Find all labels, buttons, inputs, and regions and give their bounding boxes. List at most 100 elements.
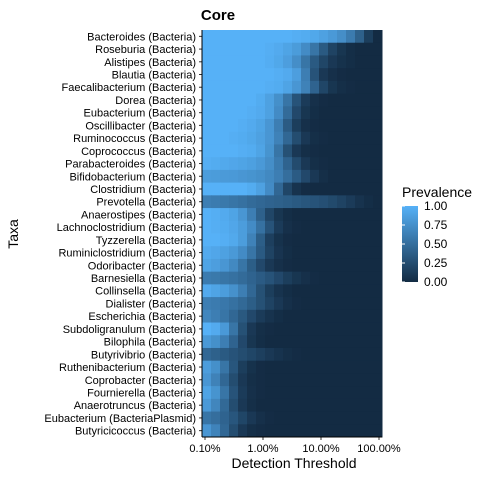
heatmap-cell bbox=[346, 169, 356, 184]
heatmap-cell bbox=[229, 373, 239, 387]
y-tick-label: Bacteroides (Bacteria) bbox=[87, 31, 196, 43]
heatmap-cell bbox=[211, 246, 221, 260]
heatmap-cell bbox=[211, 131, 221, 145]
heatmap-cell bbox=[355, 157, 365, 171]
heatmap-cell bbox=[274, 208, 284, 222]
heatmap-cell bbox=[301, 119, 311, 133]
heatmap-cell bbox=[283, 195, 293, 209]
y-tick-label: Coprobacter (Bacteria) bbox=[85, 375, 196, 387]
heatmap-cell bbox=[301, 347, 311, 362]
heatmap-cell bbox=[355, 93, 365, 107]
heatmap-cell bbox=[364, 398, 374, 413]
heatmap-cell bbox=[292, 398, 302, 413]
heatmap-cell bbox=[211, 195, 221, 209]
heatmap-cell bbox=[256, 233, 266, 247]
heatmap-cell bbox=[373, 360, 383, 374]
heatmap-cell bbox=[229, 297, 239, 311]
heatmap-cell bbox=[319, 258, 329, 273]
heatmap-cell bbox=[364, 309, 374, 324]
heatmap-cell bbox=[292, 182, 302, 196]
heatmap-cell bbox=[319, 360, 329, 374]
heatmap-cell bbox=[364, 271, 374, 285]
heatmap-cell bbox=[346, 335, 356, 349]
heatmap-cell bbox=[274, 182, 284, 196]
heatmap-cell bbox=[274, 195, 284, 209]
heatmap-cell bbox=[328, 373, 338, 387]
heatmap-cell bbox=[211, 297, 221, 311]
heatmap-cell bbox=[211, 68, 221, 82]
heatmap-cell bbox=[220, 195, 230, 209]
heatmap-cell bbox=[202, 68, 212, 82]
heatmap-cell bbox=[319, 208, 329, 222]
heatmap-cell bbox=[319, 297, 329, 311]
heatmap-cell bbox=[247, 80, 257, 95]
heatmap-cell bbox=[256, 297, 266, 311]
heatmap-cell bbox=[202, 398, 212, 413]
heatmap-cell bbox=[328, 424, 338, 438]
heatmap-cell bbox=[283, 411, 293, 425]
heatmap-cell bbox=[274, 30, 284, 44]
y-tick-label: Clostridium (Bacteria) bbox=[90, 184, 196, 196]
heatmap-cell bbox=[364, 424, 374, 438]
heatmap-cell bbox=[310, 208, 320, 222]
heatmap-cell bbox=[346, 131, 356, 145]
heatmap-cell bbox=[256, 309, 266, 324]
heatmap-cell bbox=[220, 233, 230, 247]
heatmap-cell bbox=[319, 182, 329, 196]
heatmap-cell bbox=[283, 424, 293, 438]
heatmap-cell bbox=[292, 195, 302, 209]
heatmap-cell bbox=[211, 258, 221, 273]
heatmap-cell bbox=[373, 386, 383, 400]
heatmap-cell bbox=[247, 309, 257, 324]
heatmap-cell bbox=[364, 80, 374, 95]
heatmap-cell bbox=[211, 309, 221, 324]
heatmap-cell bbox=[274, 309, 284, 324]
heatmap-cell bbox=[265, 386, 275, 400]
heatmap-cell bbox=[337, 398, 347, 413]
heatmap-cell bbox=[364, 30, 374, 44]
heatmap-cell bbox=[274, 284, 284, 298]
heatmap-cell bbox=[247, 144, 257, 158]
heatmap-cell bbox=[265, 271, 275, 285]
heatmap-cell bbox=[220, 68, 230, 82]
heatmap-cell bbox=[373, 55, 383, 69]
heatmap-cell bbox=[346, 93, 356, 107]
x-tick-label: 1.00% bbox=[247, 443, 278, 455]
heatmap-cell bbox=[337, 284, 347, 298]
heatmap-cell bbox=[256, 131, 266, 145]
heatmap-cell bbox=[211, 347, 221, 362]
heatmap-cell bbox=[337, 386, 347, 400]
heatmap-cell bbox=[229, 42, 239, 56]
heatmap-cell bbox=[211, 424, 221, 438]
heatmap-cell bbox=[238, 258, 248, 273]
heatmap-cell bbox=[328, 322, 338, 336]
heatmap-cell bbox=[328, 157, 338, 171]
heatmap-cell bbox=[301, 195, 311, 209]
heatmap-cell bbox=[373, 119, 383, 133]
heatmap-cell bbox=[310, 271, 320, 285]
heatmap-cell bbox=[211, 55, 221, 69]
x-tick-label: 100.00% bbox=[357, 443, 401, 455]
heatmap-cell bbox=[211, 220, 221, 234]
heatmap-cell bbox=[220, 373, 230, 387]
heatmap-cell bbox=[328, 398, 338, 413]
heatmap-cell bbox=[346, 182, 356, 196]
heatmap-cell bbox=[229, 424, 239, 438]
y-tick-label: Blautia (Bacteria) bbox=[112, 70, 196, 82]
heatmap-cell bbox=[319, 271, 329, 285]
heatmap-cell bbox=[364, 373, 374, 387]
heatmap-cell bbox=[274, 258, 284, 273]
heatmap-cell bbox=[265, 30, 275, 44]
heatmap-cell bbox=[265, 258, 275, 273]
heatmap-cell bbox=[256, 144, 266, 158]
heatmap-cell bbox=[274, 106, 284, 120]
heatmap-cell bbox=[337, 424, 347, 438]
heatmap-cell bbox=[301, 144, 311, 158]
heatmap-cell bbox=[256, 195, 266, 209]
heatmap-cell bbox=[319, 398, 329, 413]
heatmap-cell bbox=[310, 106, 320, 120]
heatmap-cell bbox=[265, 182, 275, 196]
heatmap-cell bbox=[238, 68, 248, 82]
heatmap-cell bbox=[229, 169, 239, 184]
heatmap-cell bbox=[292, 322, 302, 336]
